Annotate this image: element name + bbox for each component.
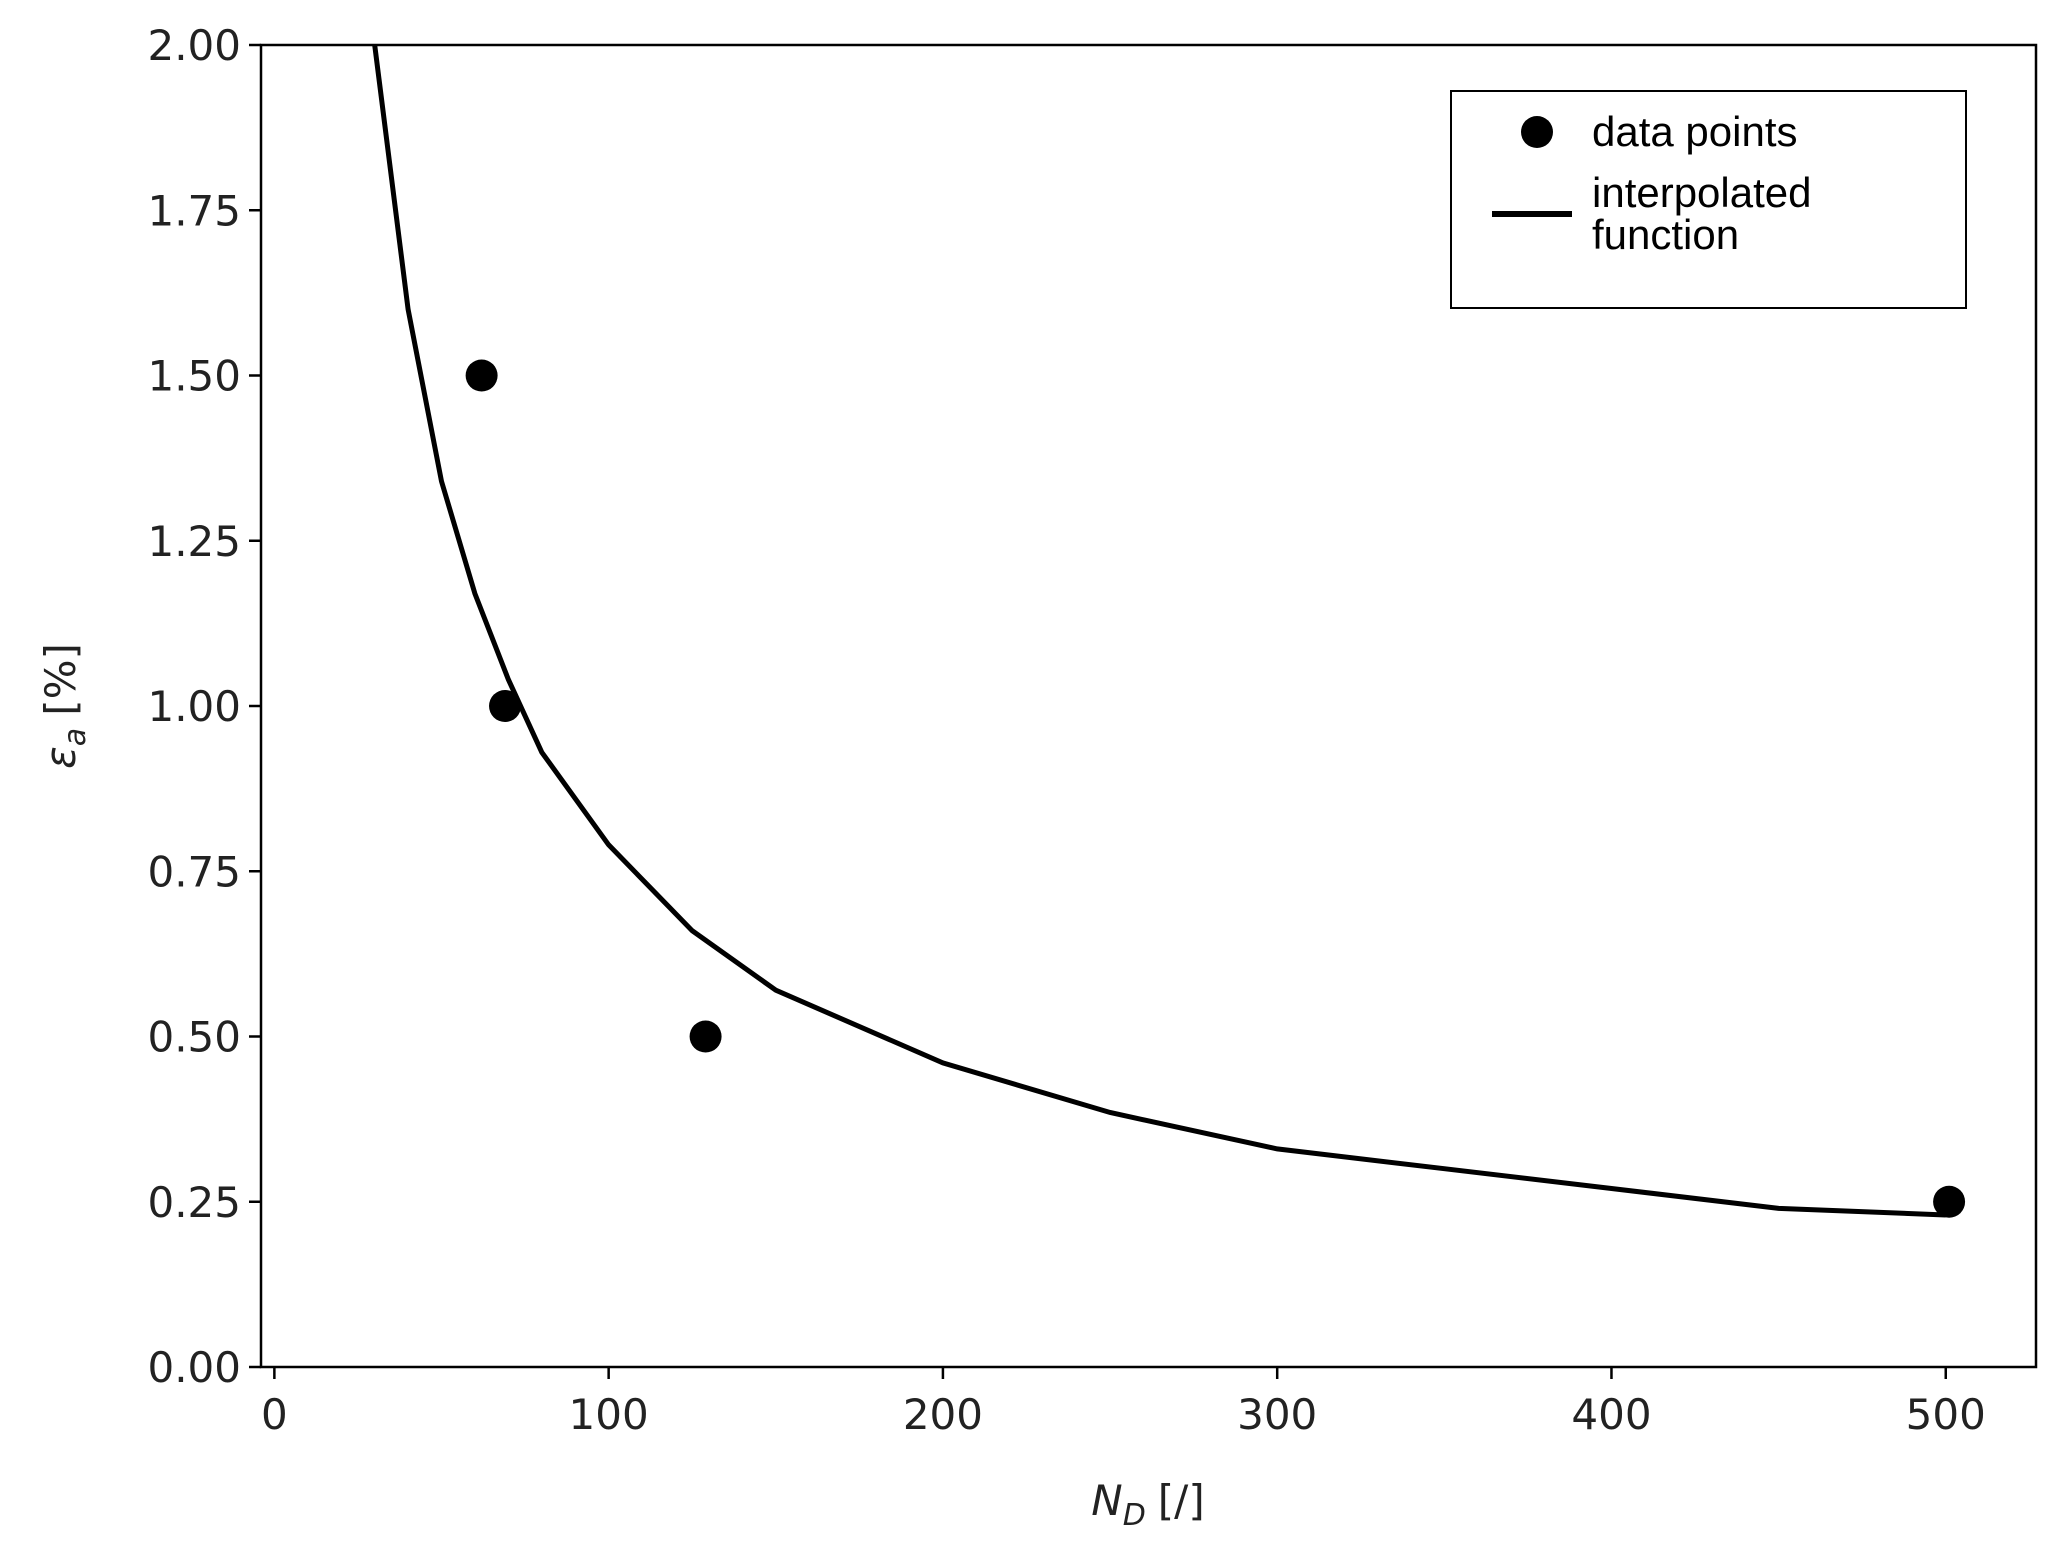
x-label-symbol: N [1091,1476,1122,1525]
x-tick-label: 100 [569,1390,649,1439]
x-tick-label: 400 [1571,1390,1651,1439]
x-tick-label: 200 [903,1390,983,1439]
y-tick-label: 2.00 [147,21,241,70]
legend-label: data points [1592,108,1798,155]
legend-marker [1521,116,1553,148]
y-label-subscript: a [58,728,93,746]
y-tick-label: 0.50 [147,1013,241,1062]
y-tick-label: 1.25 [147,517,241,566]
y-axis-label: εa [%] [36,643,93,769]
legend: data points interpolated function [1450,90,1967,309]
legend-icon [1521,116,1553,148]
legend-label: interpolated function [1592,169,1812,258]
x-tick-label: 500 [1906,1390,1986,1439]
data-point [489,690,522,722]
x-tick-label: 300 [1237,1390,1317,1439]
x-label-unit: [/] [1158,1476,1205,1525]
y-label-unit: [%] [36,643,85,716]
data-point [465,359,498,392]
y-tick-label: 0.25 [147,1178,241,1227]
y-label-symbol: ε [36,746,85,769]
y-tick-label: 1.75 [147,186,241,235]
y-tick-label: 0.75 [147,847,241,896]
legend-icon [1492,211,1572,217]
x-tick-label: 0 [261,1390,288,1439]
y-tick-label: 1.00 [147,682,241,731]
x-label-subscript: D [1123,1498,1146,1533]
line-series [372,45,1946,1218]
data-point [1933,1185,1966,1218]
y-tick-label: 0.00 [147,1343,241,1392]
x-axis-label: ND [/] [1091,1476,1204,1533]
y-tick-label: 1.50 [147,352,241,401]
data-point [689,1020,722,1053]
legend-entry: data points [1452,102,1872,162]
legend-entry: interpolated function [1452,172,1872,256]
